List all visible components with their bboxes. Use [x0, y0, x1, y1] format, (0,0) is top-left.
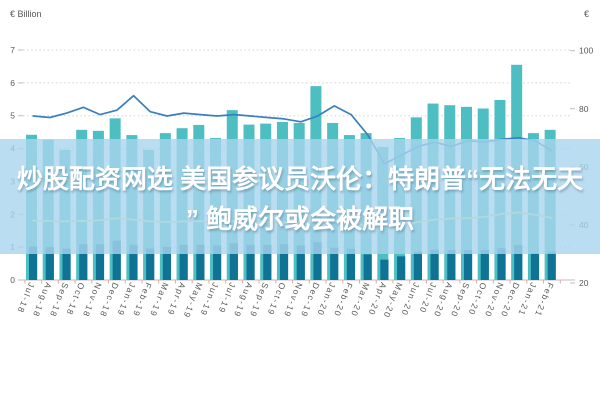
credit-bar: [430, 249, 439, 280]
credit-bar: [162, 246, 172, 280]
right-axis-title: €: [584, 9, 590, 19]
credit-bar: [279, 244, 289, 280]
credit-bar: [463, 250, 473, 280]
credit-bar: [45, 247, 54, 280]
credit-bar: [514, 245, 523, 280]
right-axis-tick-label: 20: [579, 278, 589, 288]
headline-line-1: 炒股配资网选 美国参议员沃伦：特朗普“无法无天: [16, 163, 584, 194]
credit-bar: [346, 248, 356, 280]
credit-bar: [296, 245, 305, 280]
chart-legend: Debit Cards (LHS) Credit Cards (LHS) Ave…: [0, 358, 600, 400]
credit-bar: [480, 250, 489, 280]
credit-bar: [112, 240, 121, 280]
credit-bar: [213, 245, 222, 280]
credit-bar: [413, 251, 422, 280]
credit-bar: [397, 256, 406, 280]
right-axis-tick-label: 100: [579, 46, 593, 56]
credit-bar: [246, 244, 255, 280]
credit-bar: [547, 251, 556, 280]
credit-bar: [229, 243, 238, 280]
credit-bar: [263, 244, 272, 280]
left-axis-tick-label: 7: [10, 45, 15, 55]
credit-bar: [29, 246, 38, 280]
right-axis-tick-label: 80: [579, 104, 589, 114]
headline-line-2: ” 鲍威尔或会被解职: [185, 203, 415, 234]
headline-overlay-banner: 炒股配资网选 美国参议员沃伦：特朗普“无法无天 ” 鲍威尔或会被解职: [0, 139, 600, 254]
credit-bar: [62, 248, 71, 280]
credit-bar: [447, 250, 456, 280]
left-axis-tick-label: 6: [10, 78, 15, 88]
left-axis-title: € Billion: [10, 9, 42, 19]
credit-bar: [313, 242, 322, 280]
credit-bar: [196, 244, 205, 280]
credit-bar: [95, 244, 105, 280]
credit-bar: [330, 247, 339, 280]
credit-bar: [530, 253, 540, 280]
left-axis-tick-label: 5: [10, 111, 15, 121]
credit-bar: [363, 254, 372, 280]
credit-bar: [497, 248, 506, 280]
credit-bar: [129, 244, 138, 280]
credit-bar: [179, 244, 188, 280]
left-axis-tick-label: 0: [10, 275, 15, 285]
credit-bar: [380, 259, 389, 280]
credit-bar: [146, 248, 155, 280]
credit-bar: [79, 244, 88, 280]
